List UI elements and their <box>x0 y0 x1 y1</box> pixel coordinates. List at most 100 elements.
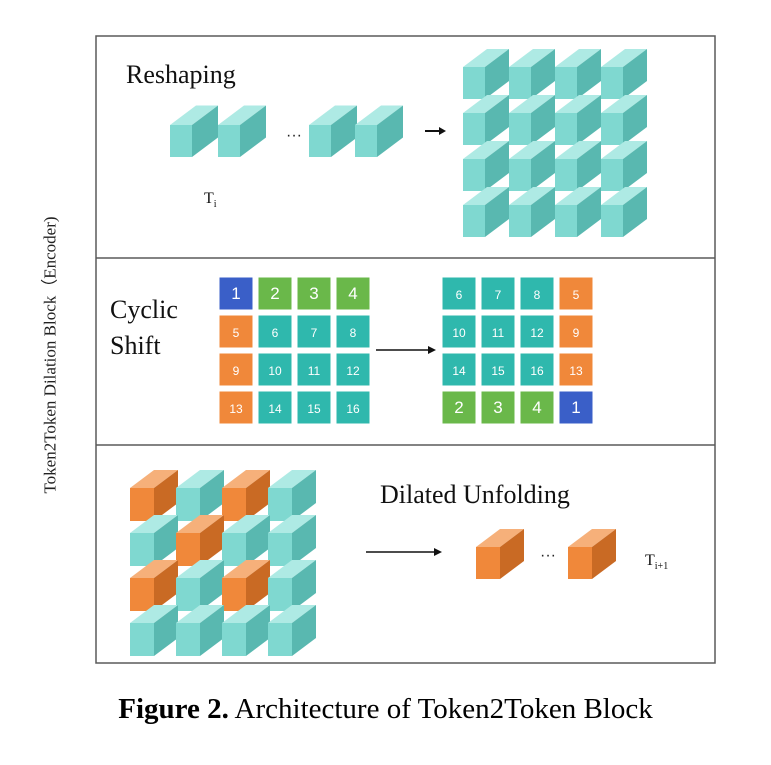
token-block <box>170 105 218 157</box>
grid-block <box>130 605 178 656</box>
grid-cell-label: 2 <box>454 398 463 417</box>
grid-cell-label: 14 <box>268 402 282 416</box>
grid-block <box>222 470 270 521</box>
grid-block <box>222 560 270 611</box>
grid-cell-label: 6 <box>456 288 463 302</box>
ellipsis: ··· <box>286 127 302 144</box>
grid-block <box>176 605 224 656</box>
grid-block <box>130 515 178 566</box>
grid-cell-label: 13 <box>229 402 243 416</box>
grid-block <box>555 95 601 145</box>
grid-cell: 15 <box>480 352 516 387</box>
side-label: Token2Token Dilation Block（Encoder) <box>40 216 60 494</box>
grid-cell-label: 2 <box>270 284 279 303</box>
grid-cell: 8 <box>519 276 555 311</box>
grid-cell-label: 6 <box>272 326 279 340</box>
grid-block <box>268 560 316 611</box>
grid-block <box>130 560 178 611</box>
grid-cell-label: 12 <box>530 326 544 340</box>
grid-block <box>176 515 224 566</box>
cyclic-shift-title-line2: Shift <box>110 331 161 360</box>
grid-cell: 9 <box>218 352 254 387</box>
grid-cell: 10 <box>257 352 293 387</box>
grid-after-shift: 6 7 8 5 10 11 12 9 14 15 16 13 2 3 4 1 <box>441 276 594 425</box>
grid-cell-label: 8 <box>350 326 357 340</box>
grid-cell-label: 12 <box>346 364 360 378</box>
grid-cell-label: 1 <box>231 284 240 303</box>
arrow <box>425 127 446 135</box>
grid-cell: 3 <box>480 390 516 425</box>
grid-cell-label: 3 <box>309 284 318 303</box>
grid-cell-label: 1 <box>571 398 580 417</box>
grid-cell: 7 <box>296 314 332 349</box>
grid-cell: 11 <box>480 314 516 349</box>
grid-cell: 7 <box>480 276 516 311</box>
grid-cell: 13 <box>558 352 594 387</box>
grid-block <box>463 49 509 99</box>
grid-cell: 5 <box>558 276 594 311</box>
figure-caption: Figure 2. Architecture of Token2Token Bl… <box>0 693 771 726</box>
grid-cell: 12 <box>519 314 555 349</box>
grid-cell: 4 <box>335 276 371 311</box>
grid-cell: 16 <box>519 352 555 387</box>
caption-text: Architecture of Token2Token Block <box>228 693 653 725</box>
ellipsis: ··· <box>540 547 556 564</box>
grid-block <box>268 515 316 566</box>
grid-cell: 2 <box>257 276 293 311</box>
token-block <box>309 105 357 157</box>
grid-cell-label: 16 <box>346 402 360 416</box>
grid-cell: 6 <box>441 276 477 311</box>
grid-block <box>509 49 555 99</box>
token-label-ti: Ti <box>204 190 217 210</box>
grid-cell-label: 14 <box>452 364 466 378</box>
token-sequence <box>170 105 403 157</box>
arrow <box>376 346 436 354</box>
dilated-token-grid <box>130 470 316 656</box>
grid-cell-label: 9 <box>233 364 240 378</box>
grid-cell-label: 11 <box>492 326 505 340</box>
token-block <box>218 105 266 157</box>
output-token-sequence <box>476 529 616 579</box>
grid-cell-label: 15 <box>307 402 321 416</box>
grid-cell-label: 8 <box>534 288 541 302</box>
grid-cell: 1 <box>558 390 594 425</box>
token-block <box>355 105 403 157</box>
grid-block <box>555 49 601 99</box>
grid-block <box>601 141 647 191</box>
grid-cell: 16 <box>335 390 371 425</box>
grid-block <box>601 187 647 237</box>
token-label-ti1: Ti+1 <box>645 552 668 572</box>
grid-block <box>222 605 270 656</box>
grid-cell-label: 10 <box>452 326 466 340</box>
reshaping-title: Reshaping <box>126 60 236 89</box>
grid-block <box>222 515 270 566</box>
grid-block <box>601 95 647 145</box>
grid-cell-label: 3 <box>493 398 502 417</box>
grid-cell: 9 <box>558 314 594 349</box>
grid-block <box>463 95 509 145</box>
dilated-unfolding-title: Dilated Unfolding <box>380 480 570 509</box>
caption-label: Figure 2. <box>118 693 229 725</box>
grid-cell-label: 4 <box>348 284 357 303</box>
grid-block <box>555 187 601 237</box>
grid-block <box>509 95 555 145</box>
diagram-frame <box>95 35 716 664</box>
grid-cell-label: 11 <box>308 364 321 378</box>
grid-cell-label: 5 <box>573 288 580 302</box>
dilated-unfolding-panel: Dilated Unfolding ··· Ti+1 <box>130 470 668 656</box>
grid-block <box>268 470 316 521</box>
grid-cell-label: 15 <box>491 364 505 378</box>
grid-block <box>176 560 224 611</box>
grid-cell: 14 <box>257 390 293 425</box>
grid-cell: 8 <box>335 314 371 349</box>
token-block <box>568 529 616 579</box>
grid-cell-label: 5 <box>233 326 240 340</box>
grid-cell: 15 <box>296 390 332 425</box>
reshaping-panel: Reshaping ··· Ti <box>126 49 647 237</box>
grid-cell-label: 7 <box>495 288 502 302</box>
grid-block <box>268 605 316 656</box>
grid-block <box>509 187 555 237</box>
